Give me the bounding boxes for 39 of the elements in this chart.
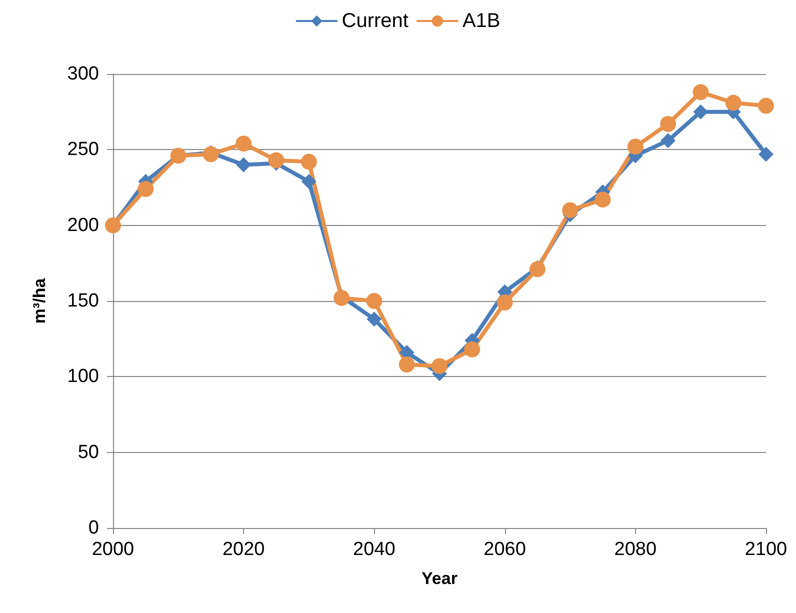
point [660,116,676,132]
x-tick-label: 2100 [744,539,788,560]
point [366,312,382,327]
point [594,192,611,208]
legend-label: Current [342,10,409,32]
point [236,157,252,172]
point [301,174,316,189]
y-tick-label: 150 [67,290,99,312]
y-axis-title: m³/ha [30,278,49,324]
point [725,94,742,111]
point [236,136,252,152]
point [627,138,644,155]
point [268,152,284,168]
point [464,341,480,358]
point [432,358,448,374]
point [138,181,154,198]
legend-label: A1B [462,10,500,32]
point [562,202,578,218]
x-tick-label: 2000 [92,539,134,560]
x-tick-label: 2040 [353,539,396,560]
x-tick-label: 2080 [614,539,657,560]
y-tick-label: 0 [88,518,99,538]
point [496,294,513,311]
y-tick-label: 100 [67,366,99,388]
y-tick-label: 300 [67,64,99,84]
y-tick-label: 250 [67,139,99,160]
point [398,356,415,373]
x-tick-label: 2060 [484,539,526,560]
point [758,146,774,162]
x-tick-label: 2020 [222,539,265,560]
point [660,133,676,148]
point [758,98,774,114]
point [693,104,708,120]
y-tick-label: 50 [78,442,99,463]
y-tick-label: 200 [67,214,99,236]
point [300,154,317,170]
point [692,84,709,100]
x-axis-title: Year [422,569,458,588]
point [366,293,382,309]
